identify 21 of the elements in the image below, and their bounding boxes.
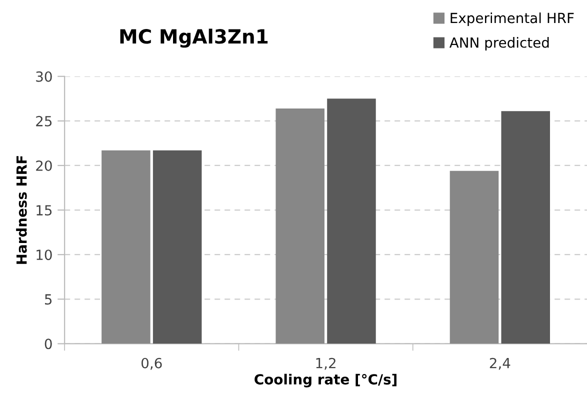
y-tick-label: 20 — [36, 160, 52, 171]
y-tick-label: 30 — [36, 71, 52, 82]
bar — [501, 111, 550, 344]
bar — [327, 98, 376, 344]
y-tick-label: 15 — [36, 205, 52, 216]
y-axis-title: Hardness HRF — [16, 156, 27, 264]
y-tick-label: 10 — [36, 250, 52, 260]
bar — [102, 150, 150, 344]
y-tick-label: 5 — [45, 294, 52, 305]
x-tick-label: 0,6 — [142, 358, 162, 370]
legend-label: ANN predicted — [449, 37, 549, 50]
y-tick-label: 25 — [36, 116, 52, 126]
x-axis-title: Cooling rate [°C/s] — [254, 374, 396, 388]
bar — [276, 108, 324, 344]
x-tick-label: 2,4 — [490, 358, 510, 370]
legend-label: Experimental HRF — [450, 12, 574, 26]
bar — [152, 150, 202, 344]
chart-title: MC MgAl3Zn1 — [120, 28, 268, 48]
x-tick-label: 1,2 — [316, 358, 336, 370]
bar — [450, 170, 499, 344]
y-tick-label: 0 — [44, 338, 52, 350]
